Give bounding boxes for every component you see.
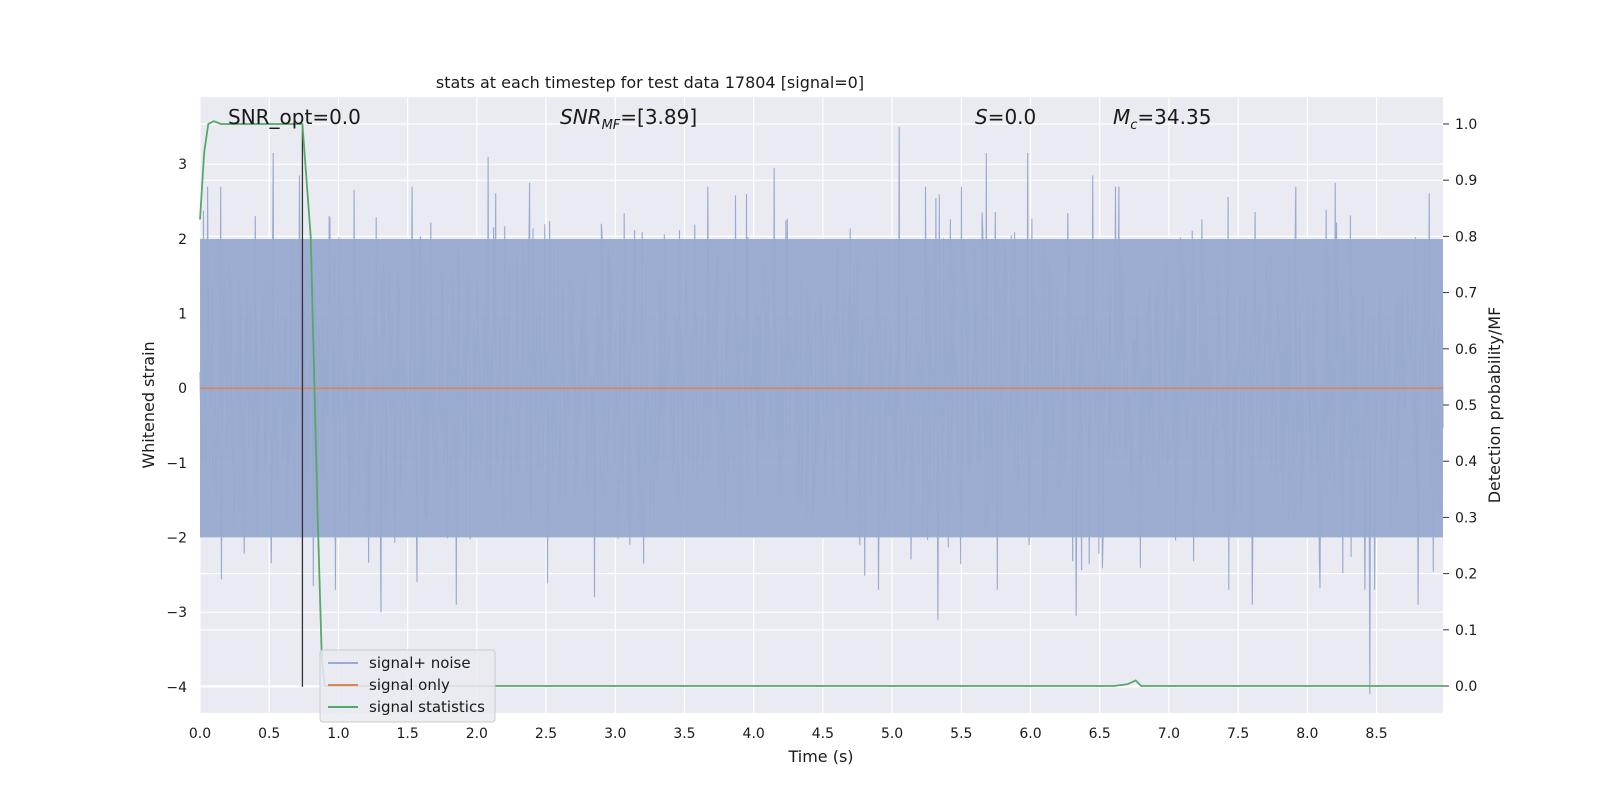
- y-tick-label-left: 3: [178, 157, 187, 173]
- chart-title: stats at each timestep for test data 178…: [436, 73, 864, 92]
- y-tick-label-left: 2: [178, 232, 187, 248]
- annotations: SNR_opt=0.0 SNRMF=[3.89] S=0.0 Mc=34.35: [228, 105, 1211, 133]
- x-tick-label: 8.0: [1296, 726, 1318, 742]
- annotation-mc: Mc=34.35: [1113, 105, 1211, 133]
- x-tick-label: 7.0: [1158, 726, 1180, 742]
- y-tick-label-right: 0.2: [1455, 567, 1477, 583]
- y-tick-label-right: 0.8: [1455, 229, 1477, 245]
- annotation-snr-mf-main: SNR: [560, 105, 602, 129]
- x-tick-label: 4.5: [812, 726, 834, 742]
- y-tick-label-right: 0.3: [1455, 510, 1477, 526]
- y-tick-label-left: −3: [166, 605, 187, 621]
- x-axis-label: Time (s): [787, 747, 853, 766]
- annotation-s-tail: =0.0: [988, 105, 1037, 129]
- y-tick-label-right: 0.7: [1455, 286, 1477, 302]
- x-tick-label: 3.0: [604, 726, 626, 742]
- y-axis-ticks-right: 1.0 0.9 0.8 0.7 0.6 0.5 0.4 0.3 0.2 0.1 0.0: [1443, 117, 1477, 695]
- x-tick-label: 1.5: [396, 726, 418, 742]
- y-tick-label-left: −2: [166, 531, 187, 547]
- y-tick-label-right: 0.1: [1455, 623, 1477, 639]
- annotation-snr-mf-sub: MF: [602, 118, 621, 133]
- x-axis-ticks: 0.0 0.5 1.0 1.5 2.0 2.5 3.0 3.5 4.0 4.5 5.0 5.5 6.0 6…: [189, 726, 1388, 742]
- legend: signal+ noise signal only signal statist…: [319, 649, 496, 723]
- annotation-s-main: S: [975, 105, 988, 129]
- y-tick-label-left: −1: [166, 456, 187, 472]
- legend-box: [319, 649, 496, 723]
- x-tick-label: 5.5: [950, 726, 972, 742]
- x-tick-label: 6.0: [1019, 726, 1041, 742]
- annotation-snr-mf-tail: =[3.89]: [620, 105, 697, 129]
- y-axis-label-left: Whitened strain: [139, 341, 158, 468]
- y-tick-label-left: 0: [178, 381, 187, 397]
- noise-line: [199, 126, 1444, 695]
- annotation-mc-main: M: [1113, 105, 1130, 129]
- x-tick-label: 0.5: [258, 726, 280, 742]
- x-tick-label: 5.0: [881, 726, 903, 742]
- legend-label-signal-statistics: signal statistics: [369, 698, 485, 716]
- y-tick-label-right: 0.6: [1455, 342, 1477, 358]
- legend-label-signal-noise: signal+ noise: [369, 654, 471, 672]
- y-tick-label-right: 0.5: [1455, 398, 1477, 414]
- x-tick-label: 1.0: [327, 726, 349, 742]
- x-tick-label: 7.5: [1227, 726, 1249, 742]
- x-tick-label: 0.0: [189, 726, 211, 742]
- legend-label-signal-only: signal only: [369, 676, 450, 694]
- y-tick-label-right: 0.4: [1455, 454, 1477, 470]
- y-tick-label-right: 1.0: [1455, 117, 1477, 133]
- annotation-s: S=0.0: [975, 105, 1036, 129]
- annotation-snr-mf: SNRMF=[3.89]: [560, 105, 697, 133]
- y-tick-label-left: −4: [166, 680, 187, 696]
- y-axis-ticks-left: 3 2 1 0 −1 −2 −3 −4: [166, 157, 187, 696]
- annotation-mc-sub: c: [1130, 118, 1137, 133]
- y-tick-label-right: 0.9: [1455, 173, 1477, 189]
- x-tick-label: 2.0: [466, 726, 488, 742]
- x-tick-label: 3.5: [673, 726, 695, 742]
- x-tick-label: 4.0: [743, 726, 765, 742]
- x-tick-label: 2.5: [535, 726, 557, 742]
- annotation-snr-opt: SNR_opt=0.0: [228, 105, 361, 129]
- signal-statistics-line: [199, 120, 1443, 687]
- annotation-mc-tail: =34.35: [1137, 105, 1211, 129]
- y-tick-label-left: 1: [178, 307, 187, 323]
- y-axis-label-right: Detection probability/MF: [1485, 307, 1504, 504]
- x-tick-label: 6.5: [1089, 726, 1111, 742]
- x-tick-label: 8.5: [1365, 726, 1387, 742]
- y-tick-label-right: 0.0: [1455, 679, 1477, 695]
- series-signal-statistics: [199, 120, 1443, 687]
